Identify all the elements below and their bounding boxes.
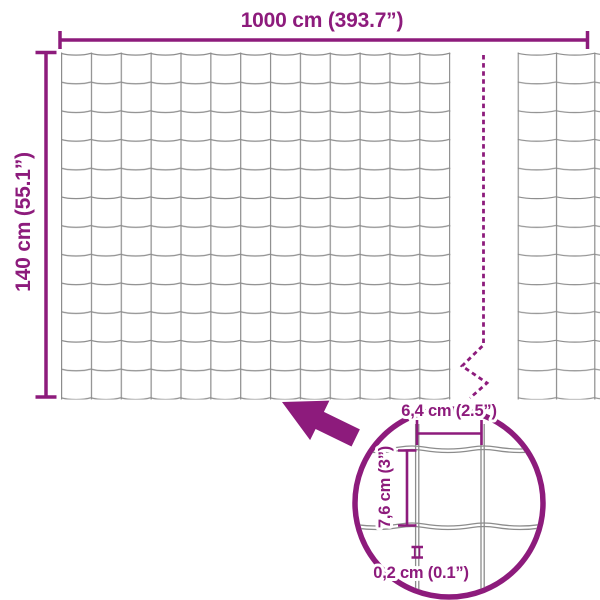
total-width-dimension: 1000 cm (393.7”) xyxy=(58,7,590,49)
wire-mesh-left-panel xyxy=(61,52,451,400)
magnified-mesh-wires xyxy=(357,424,541,595)
total-height-label: 140 cm (55.1”) xyxy=(12,152,35,292)
magnified-horizontal-wire-2a xyxy=(357,522,541,527)
zoom-pointer-arrow-icon xyxy=(282,400,360,447)
magnified-vertical-wires xyxy=(414,424,485,595)
cell-width-end-ticks xyxy=(415,420,483,445)
wire-thickness-dimension: 0,2 cm (0.1”) xyxy=(370,545,472,585)
cell-width-dimension: 6,4 cm (2.5”) xyxy=(398,399,500,445)
wire-thickness-label: 0,2 cm (0.1”) xyxy=(373,564,469,582)
cell-height-dimension: 7,6 cm (3”) xyxy=(373,443,417,531)
wire-thickness-sides xyxy=(413,547,421,558)
cell-width-label: 6,4 cm (2.5”) xyxy=(401,402,497,420)
magnifier-circle-icon xyxy=(352,406,546,600)
magnified-horizontal-wire-2b xyxy=(357,525,541,531)
wire-thickness-ticks xyxy=(411,545,423,559)
total-width-label: 1000 cm (393.7”) xyxy=(241,9,404,32)
width-dimension-end-ticks xyxy=(58,31,590,49)
wire-mesh-right-grid xyxy=(517,52,600,400)
total-height-dimension: 140 cm (55.1”) xyxy=(10,50,57,399)
cell-height-label: 7,6 cm (3”) xyxy=(376,446,394,528)
magnified-horizontal-wire-1b xyxy=(357,448,541,454)
continuation-break-dashed-line xyxy=(459,55,490,400)
cell-height-end-ticks xyxy=(398,449,417,527)
magnified-horizontal-wire-1a xyxy=(357,445,541,450)
wire-mesh-right-panel xyxy=(517,52,600,400)
detail-magnifier: 6,4 cm (2.5”) 7,6 cm (3”) 0,2 cm (0.1”) xyxy=(352,399,546,600)
height-dimension-end-ticks xyxy=(35,50,57,399)
wire-mesh-left-grid xyxy=(61,52,451,400)
